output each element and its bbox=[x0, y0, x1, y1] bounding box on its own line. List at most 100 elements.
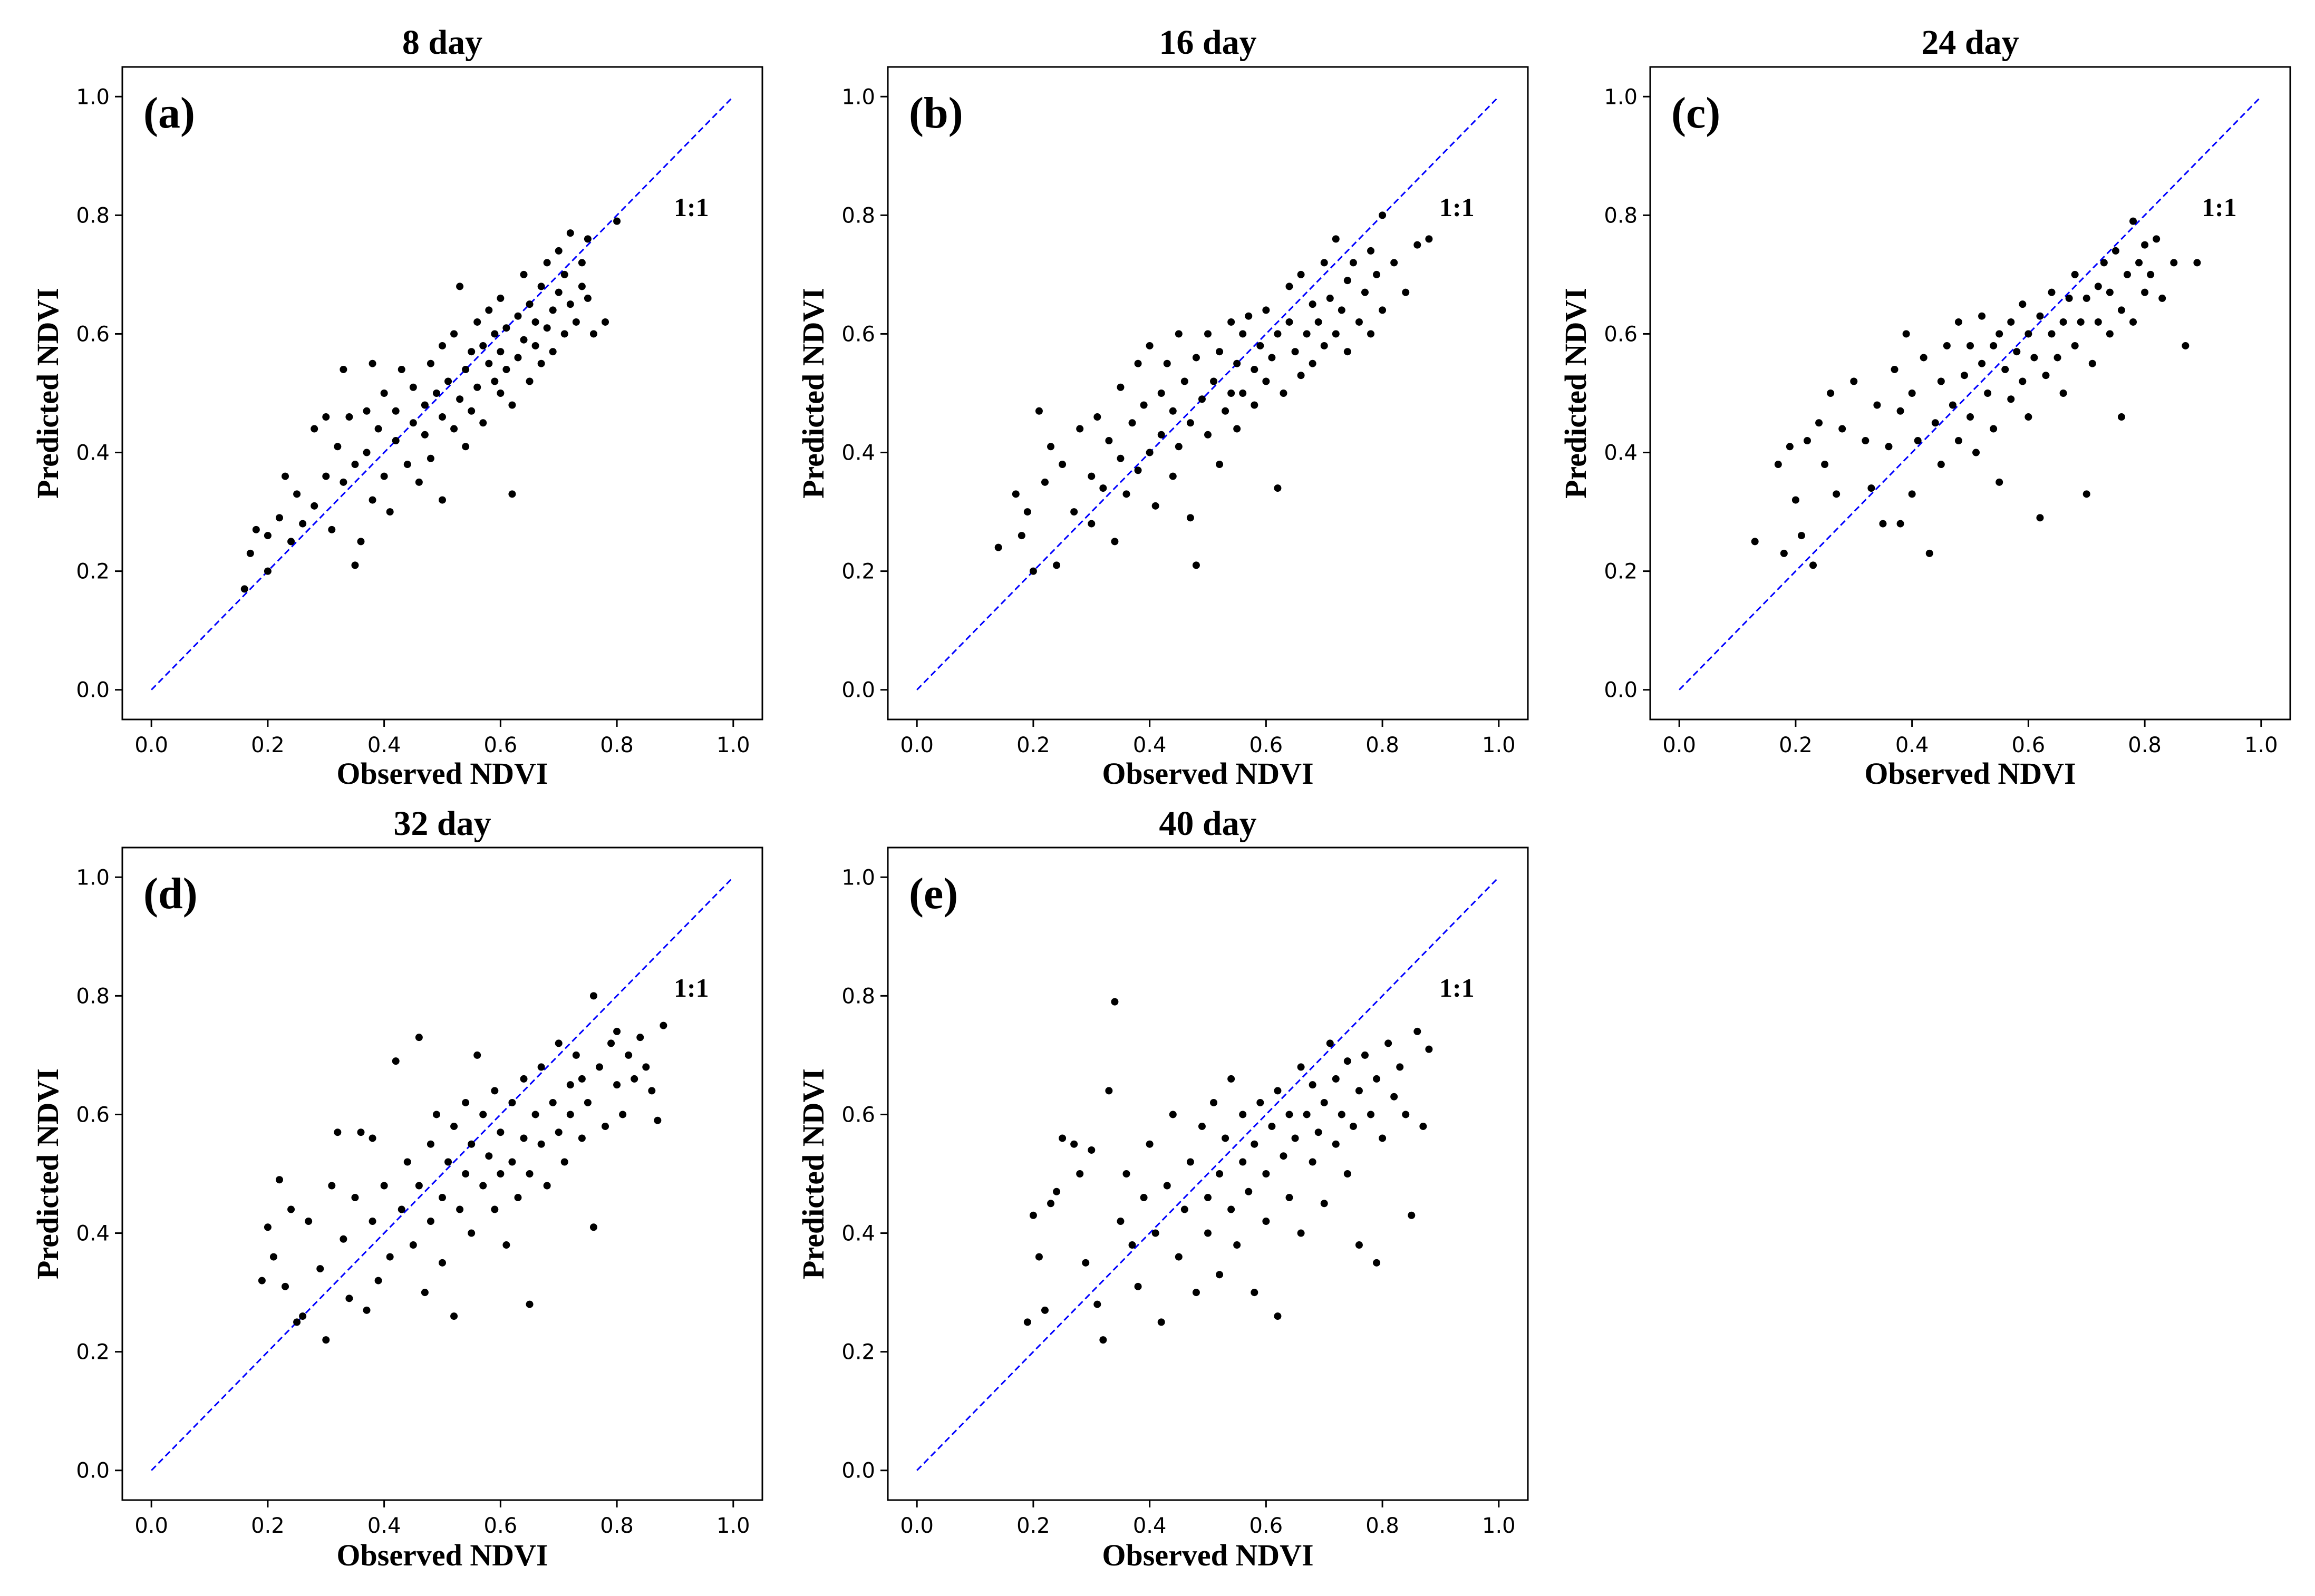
data-point bbox=[328, 525, 336, 533]
y-ticks: 0.0 0.2 0.4 0.6 0.8 1.0 bbox=[76, 85, 122, 703]
data-point bbox=[287, 1205, 295, 1213]
data-point bbox=[636, 1034, 644, 1042]
y-tick-label: 0.8 bbox=[841, 984, 875, 1008]
data-point bbox=[1297, 1063, 1305, 1071]
data-point bbox=[1419, 1122, 1427, 1130]
y-tick-label: 0.8 bbox=[1604, 203, 1638, 228]
data-point bbox=[1373, 270, 1381, 278]
data-point bbox=[1239, 390, 1247, 397]
data-point bbox=[340, 365, 347, 373]
x-tick-label: 0.8 bbox=[600, 1514, 634, 1538]
y-tick-label: 1.0 bbox=[841, 85, 875, 109]
y-axis-label: Predicted NDVI bbox=[796, 288, 830, 499]
data-point bbox=[1035, 407, 1043, 415]
data-point bbox=[258, 1277, 266, 1284]
data-point bbox=[2019, 300, 2027, 308]
y-tick-label: 1.0 bbox=[76, 865, 110, 890]
data-point bbox=[2141, 241, 2149, 249]
data-point bbox=[444, 377, 452, 385]
data-point bbox=[2065, 294, 2073, 302]
y-tick-label: 0.4 bbox=[841, 1222, 875, 1246]
data-point bbox=[1355, 1241, 1363, 1249]
data-point bbox=[322, 472, 330, 480]
data-point bbox=[1355, 318, 1363, 326]
one-to-one-label: 1:1 bbox=[2202, 192, 2237, 222]
panel-title: 16 day bbox=[1159, 23, 1256, 62]
x-tick-label: 0.8 bbox=[1365, 1514, 1399, 1538]
data-point bbox=[613, 1027, 621, 1035]
data-point bbox=[555, 247, 563, 255]
data-point bbox=[468, 1229, 476, 1237]
data-point bbox=[566, 300, 574, 308]
x-tick-label: 0.6 bbox=[1249, 1514, 1283, 1538]
y-tick-label: 0.2 bbox=[76, 560, 110, 584]
data-point bbox=[595, 1063, 603, 1071]
data-point bbox=[1041, 1306, 1049, 1314]
data-point bbox=[607, 1039, 615, 1047]
data-point bbox=[1274, 1087, 1282, 1095]
data-point bbox=[537, 1063, 545, 1071]
data-point bbox=[2170, 259, 2178, 267]
data-point bbox=[514, 1194, 522, 1202]
data-point bbox=[1396, 1063, 1404, 1071]
data-point bbox=[1291, 1134, 1299, 1142]
data-point bbox=[456, 283, 464, 290]
one-to-one-label: 1:1 bbox=[674, 973, 709, 1003]
data-point bbox=[1297, 372, 1305, 379]
data-point bbox=[1251, 1289, 1258, 1297]
data-point bbox=[485, 359, 493, 367]
data-point bbox=[508, 1098, 516, 1106]
data-point bbox=[1285, 1111, 1293, 1118]
data-point bbox=[409, 383, 417, 391]
data-point bbox=[1280, 1152, 1287, 1160]
data-point bbox=[1343, 348, 1351, 356]
panel-d: 32 day (d) Observed NDVI Predicted NDVI … bbox=[31, 804, 763, 1572]
y-tick-label: 0.8 bbox=[841, 203, 875, 228]
data-point bbox=[1320, 1098, 1328, 1106]
panel-e: 40 day (e) Observed NDVI Predicted NDVI … bbox=[796, 804, 1529, 1572]
data-point bbox=[1954, 437, 1962, 445]
data-point bbox=[1925, 549, 1933, 557]
data-point bbox=[1175, 443, 1183, 451]
data-point bbox=[1862, 437, 1870, 445]
data-point bbox=[1379, 211, 1387, 219]
data-point bbox=[275, 514, 283, 522]
x-tick-label: 0.0 bbox=[900, 733, 934, 757]
data-point bbox=[1943, 342, 1951, 349]
data-point bbox=[1216, 1170, 1224, 1177]
data-point bbox=[1972, 449, 1980, 456]
data-point bbox=[380, 1182, 388, 1190]
data-point bbox=[1931, 419, 1939, 427]
data-point bbox=[340, 1235, 347, 1243]
data-point bbox=[2048, 288, 2056, 296]
y-tick-label: 0.0 bbox=[1604, 678, 1638, 703]
y-ticks: 0.0 0.2 0.4 0.6 0.8 1.0 bbox=[841, 865, 888, 1483]
data-point bbox=[1210, 377, 1218, 385]
data-point bbox=[1239, 330, 1247, 338]
panel-c: 24 day (c) Observed NDVI Predicted NDVI … bbox=[1558, 23, 2291, 791]
data-point bbox=[1978, 359, 1986, 367]
data-point bbox=[1425, 1045, 1433, 1053]
data-point bbox=[531, 1111, 539, 1118]
y-ticks: 0.0 0.2 0.4 0.6 0.8 1.0 bbox=[841, 85, 888, 703]
data-point bbox=[1134, 466, 1142, 474]
data-point bbox=[1332, 1075, 1340, 1083]
data-point bbox=[1111, 538, 1119, 546]
data-point bbox=[374, 425, 382, 433]
y-tick-label: 0.6 bbox=[1604, 322, 1638, 346]
data-point bbox=[1134, 359, 1142, 367]
data-point bbox=[334, 1128, 342, 1136]
data-point bbox=[1134, 1282, 1142, 1290]
data-point bbox=[252, 525, 260, 533]
data-point bbox=[2036, 312, 2044, 320]
data-point bbox=[1891, 365, 1899, 373]
data-point bbox=[1262, 377, 1270, 385]
data-point bbox=[2129, 318, 2137, 326]
one-to-one-label: 1:1 bbox=[1439, 192, 1475, 222]
data-point bbox=[432, 1111, 440, 1118]
data-point bbox=[1361, 288, 1369, 296]
data-point bbox=[369, 1218, 376, 1225]
data-point bbox=[311, 425, 318, 433]
data-point bbox=[340, 478, 347, 486]
data-point bbox=[1204, 1194, 1212, 1202]
